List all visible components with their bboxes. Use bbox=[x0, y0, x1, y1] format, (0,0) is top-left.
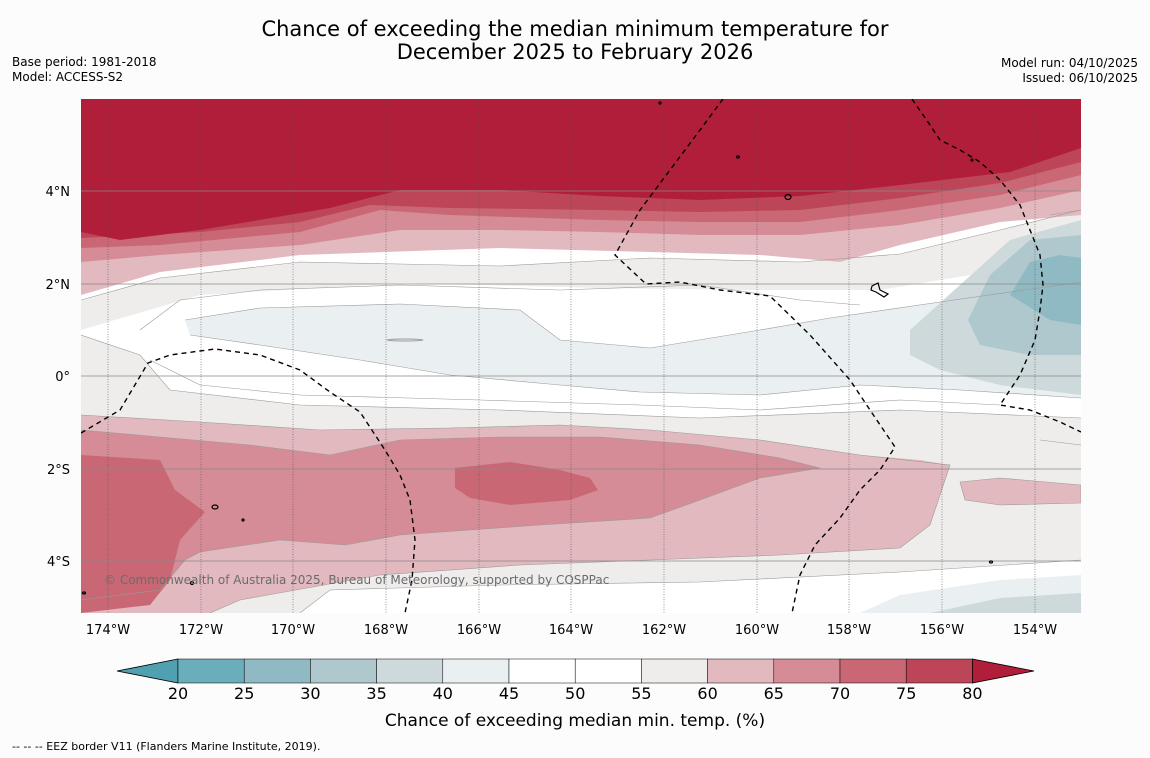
colorbar-label: Chance of exceeding median min. temp. (%… bbox=[385, 711, 765, 731]
band-65-70-south bbox=[81, 430, 820, 600]
lat-tick-label: 2°S bbox=[47, 463, 70, 478]
island-icon bbox=[735, 155, 741, 159]
base-period: Base period: 1981-2018 bbox=[12, 55, 157, 69]
band-55-60-north bbox=[81, 210, 1081, 330]
colorbar-tick: 40 bbox=[433, 684, 453, 703]
map-copyright: © Commonwealth of Australia 2025, Bureau… bbox=[104, 573, 609, 587]
meta-right: Model run: 04/10/2025 Issued: 06/10/2025 bbox=[1001, 56, 1138, 86]
island-icon bbox=[189, 580, 195, 586]
band-25-30 bbox=[1010, 255, 1081, 325]
model-run: Model run: 04/10/2025 bbox=[1000, 56, 1138, 70]
band-40-45 bbox=[185, 282, 1081, 398]
band-35-40-south bbox=[930, 593, 1081, 613]
lat-tick-label: 2°N bbox=[46, 278, 71, 293]
map-title: Chance of exceeding the median minimum t… bbox=[0, 18, 1150, 64]
lon-tick-labels: 174°W 172°W 170°W 168°W 166°W 164°W 162°… bbox=[86, 623, 1057, 638]
lon-tick-label: 170°W bbox=[271, 623, 315, 638]
map-title-line1: Chance of exceeding the median minimum t… bbox=[261, 17, 889, 41]
map-title-line2: December 2025 to February 2026 bbox=[396, 40, 754, 64]
colorbar-tick: 60 bbox=[697, 684, 717, 703]
colorbar-tick: 20 bbox=[168, 684, 188, 703]
colorbar-cell bbox=[707, 658, 775, 684]
island-icon bbox=[386, 338, 424, 342]
island-icon bbox=[870, 282, 890, 298]
eez-borders bbox=[81, 99, 1081, 613]
island-icon bbox=[211, 504, 219, 510]
lon-tick-label: 172°W bbox=[179, 623, 223, 638]
colorbar-cell bbox=[905, 658, 973, 684]
island-icon bbox=[784, 193, 792, 201]
islands bbox=[81, 101, 994, 595]
colorbar-cell bbox=[442, 658, 510, 684]
lon-tick-label: 168°W bbox=[364, 623, 408, 638]
colorbar-tick: 80 bbox=[962, 684, 982, 703]
band-70-75-south-west bbox=[81, 455, 205, 613]
colorbar-tick: 55 bbox=[631, 684, 651, 703]
colorbar: 20 25 30 35 40 45 50 55 60 65 70 75 80 C… bbox=[116, 658, 1035, 731]
eez-legend: -- -- -- EEZ border V11 (Flanders Marine… bbox=[12, 740, 321, 753]
colorbar-tick: 65 bbox=[764, 684, 784, 703]
band-60-65-south-east bbox=[960, 478, 1081, 505]
lon-tick-label: 164°W bbox=[549, 623, 593, 638]
colorbar-tick: 30 bbox=[300, 684, 320, 703]
colorbar-tick: 75 bbox=[896, 684, 916, 703]
island-icon bbox=[658, 101, 662, 105]
meta-left: Base period: 1981-2018 Model: ACCESS-S2 bbox=[12, 55, 157, 85]
lat-tick-label: 4°N bbox=[46, 185, 71, 200]
model-name: Model: ACCESS-S2 bbox=[12, 70, 124, 84]
band-80-plus-north bbox=[81, 99, 1081, 240]
colorbar-tick: 50 bbox=[565, 684, 585, 703]
colorbar-cell bbox=[574, 658, 642, 684]
lon-tick-label: 174°W bbox=[86, 623, 130, 638]
colorbar-tick: 70 bbox=[830, 684, 850, 703]
island-icon bbox=[988, 560, 994, 564]
colorbar-tick: 35 bbox=[366, 684, 386, 703]
lon-tick-label: 162°W bbox=[642, 623, 686, 638]
lat-tick-labels: 4°N 2°N 0° 2°S 4°S bbox=[46, 185, 71, 570]
colorbar-cell bbox=[376, 658, 444, 684]
band-45-55-south bbox=[300, 560, 1081, 613]
lat-tick-label: 0° bbox=[55, 370, 70, 385]
lon-tick-label: 156°W bbox=[920, 623, 964, 638]
graticule-meridians bbox=[107, 99, 1036, 613]
map-panel: © Commonwealth of Australia 2025, Bureau… bbox=[81, 99, 1081, 613]
lon-tick-label: 160°W bbox=[735, 623, 779, 638]
island-icon bbox=[970, 158, 974, 162]
colorbar-cell bbox=[641, 658, 708, 684]
island-icon bbox=[81, 591, 87, 595]
colorbar-cell bbox=[177, 658, 245, 684]
colorbar-cell bbox=[839, 658, 907, 684]
lon-tick-label: 166°W bbox=[457, 623, 501, 638]
colorbar-tick: 25 bbox=[234, 684, 254, 703]
lat-tick-label: 4°S bbox=[47, 555, 70, 570]
colorbar-tick: 45 bbox=[499, 684, 519, 703]
issued-date: Issued: 06/10/2025 bbox=[1022, 71, 1138, 85]
colorbar-cell bbox=[243, 658, 311, 684]
contour-lines bbox=[81, 209, 1081, 613]
colorbar-cell bbox=[310, 658, 377, 684]
colorbar-cell bbox=[773, 658, 841, 684]
lon-tick-label: 154°W bbox=[1013, 623, 1057, 638]
band-70-75-south-core bbox=[455, 462, 598, 505]
graticule-parallels bbox=[81, 190, 1081, 562]
colorbar-cell bbox=[508, 658, 576, 684]
lon-tick-label: 158°W bbox=[827, 623, 871, 638]
colorbar-min-extend bbox=[116, 658, 179, 684]
island-icon bbox=[241, 518, 245, 522]
colorbar-max-extend bbox=[972, 658, 1035, 684]
